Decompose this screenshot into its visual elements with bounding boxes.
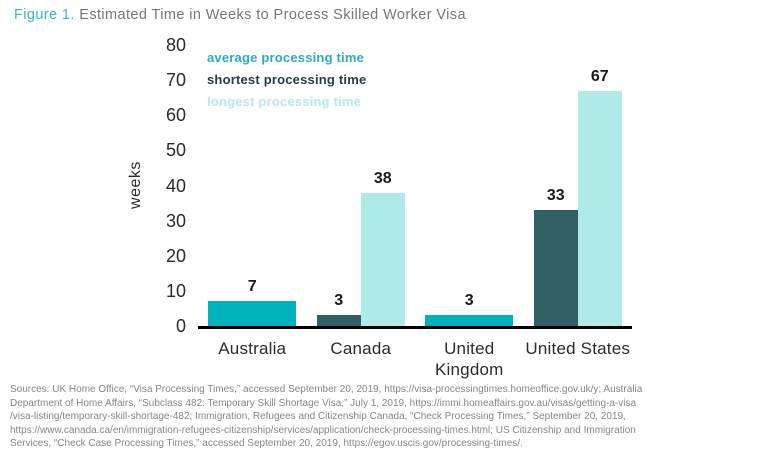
source-line-1: Sources: UK Home Office, “Visa Processin… [10, 384, 643, 395]
x-label-line: Canada [330, 339, 392, 358]
bar-value-canada-shortest: 3 [334, 292, 344, 310]
legend: average processing time shortest processi… [207, 47, 366, 113]
y-tick-50: 50 [165, 140, 186, 161]
y-tick-40: 40 [165, 175, 186, 196]
y-axis-ticks: 0 10 20 30 40 50 60 70 80 [0, 35, 186, 336]
x-label-united-states: United States [516, 338, 641, 359]
source-line-3: /visa-listing/temporary-skill-shortage-4… [10, 411, 626, 423]
y-tick-80: 80 [165, 35, 186, 55]
bar-value-united-kingdom-average: 3 [464, 292, 474, 310]
source-line-5: Services, “Check Case Processing Times,”… [10, 438, 523, 450]
plot-area: average processing time shortest processi… [198, 45, 632, 329]
figure-number-label: Figure 1. [14, 7, 75, 23]
x-label-line: Australia [218, 339, 287, 358]
bar-united-states-longest [577, 90, 622, 326]
y-tick-70: 70 [165, 70, 186, 91]
bar-united-states-shortest [533, 210, 578, 326]
bar-canada-shortest [316, 315, 361, 326]
sources-note: Sources: UK Home Office, “Visa Processin… [10, 383, 764, 451]
x-label-line: United [444, 339, 495, 358]
figure-title-text: Estimated Time in Weeks to Process Skill… [74, 7, 466, 23]
bar-value-united-states-shortest: 33 [546, 187, 565, 205]
bar-australia-average [208, 301, 297, 326]
x-label-line: United States [525, 339, 631, 358]
x-label-australia: Australia [190, 338, 315, 359]
bar-value-australia-average: 7 [247, 278, 257, 296]
y-tick-20: 20 [165, 245, 186, 266]
y-tick-10: 10 [165, 280, 186, 301]
y-tick-60: 60 [165, 105, 186, 126]
source-line-2: Department of Home Affairs, “Subclass 48… [10, 397, 637, 409]
y-tick-30: 30 [165, 210, 186, 231]
bar-canada-longest [360, 192, 405, 326]
x-label-line: Kingdom [435, 360, 504, 379]
y-tick-0: 0 [175, 316, 186, 336]
legend-item-longest: longest processing time [207, 94, 362, 109]
bar-value-canada-longest: 38 [373, 169, 392, 187]
legend-item-shortest: shortest processing time [207, 72, 367, 87]
legend-item-average: average processing time [207, 50, 365, 65]
x-label-united-kingdom: United Kingdom [407, 338, 532, 380]
bar-value-united-states-longest: 67 [590, 67, 609, 85]
x-label-canada: Canada [299, 338, 424, 359]
bar-united-kingdom-average [425, 315, 514, 326]
source-line-4: https://www.canada.ca/en/immigration-ref… [10, 424, 636, 436]
figure-title: Figure 1. Estimated Time in Weeks to Pro… [14, 7, 466, 23]
